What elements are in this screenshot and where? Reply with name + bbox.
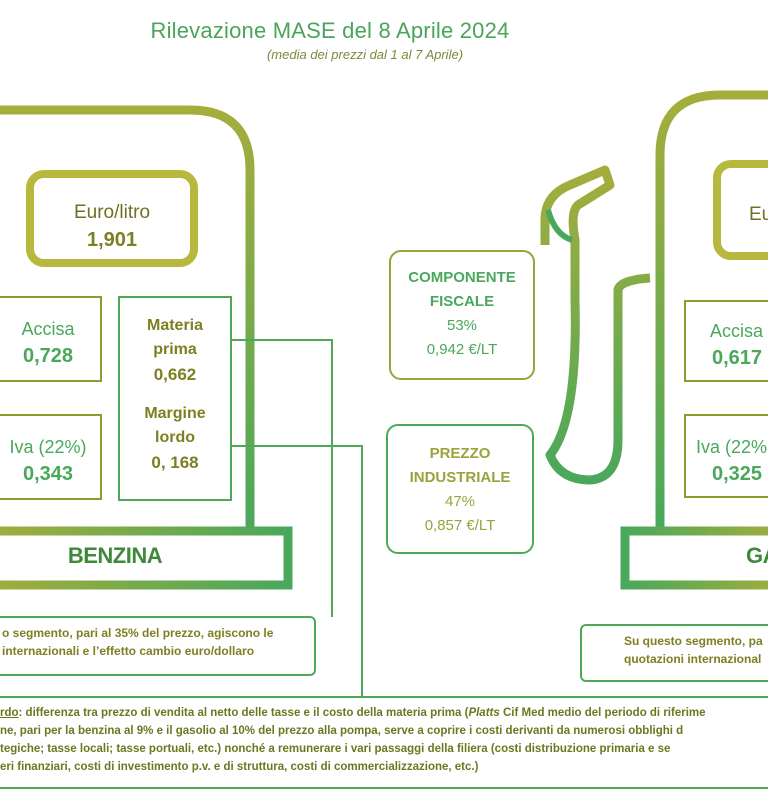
fiscale-pct: 53% <box>446 317 478 334</box>
benzina-note-line-1: o segmento, pari al 35% del prezzo, agis… <box>2 626 274 640</box>
footer-line-1: rdo: differenza tra prezzo di vendita al… <box>0 704 768 722</box>
benzina-iva-value: 0,343 <box>22 463 74 485</box>
benzina-accisa-label: Accisa <box>21 319 75 339</box>
benzina-price-label: Euro/litro <box>73 202 151 223</box>
gasolio-iva-value: 0,325 <box>712 463 763 485</box>
gasolio-accisa-box: Accisa 0,617 <box>684 300 768 382</box>
footer-line-1-end: Cif Med medio del periodo di riferime <box>499 707 706 719</box>
industriale-value: 0,857 €/LT <box>424 517 496 534</box>
benzina-label: BENZINA <box>67 543 163 568</box>
left-pump-body <box>0 105 255 530</box>
footer-line-2: ne, pari per la benzina al 9% e il gasol… <box>0 725 684 737</box>
benzina-note-line-2: internazionali e l’effetto cambio euro/d… <box>2 644 255 658</box>
gasolio-note-line-1: Su questo segmento, pa <box>624 634 763 648</box>
gasolio-price-value: 1 <box>749 228 768 256</box>
footer-term: rdo <box>0 707 19 719</box>
page-title: Rilevazione MASE del 8 Aprile 2024 <box>150 18 510 43</box>
fiscale-label-2: FISCALE <box>429 293 495 310</box>
gasolio-iva-label: Iva (22% <box>696 437 768 457</box>
benzina-margine-value: 0, 168 <box>151 453 199 472</box>
benzina-price-box: Euro/litro 1,901 <box>26 170 198 267</box>
gasolio-price-box: Eur 1 <box>713 160 768 260</box>
benzina-margine-label-1: Margine <box>144 405 206 422</box>
benzina-accisa-value: 0,728 <box>22 345 74 367</box>
page-subtitle: (media dei prezzi dal 1 al 7 Aprile) <box>266 47 464 62</box>
prezzo-industriale-box: PREZZO INDUSTRIALE 47% 0,857 €/LT <box>386 424 534 554</box>
benzina-price-value: 1,901 <box>86 229 138 251</box>
industriale-label-2: INDUSTRIALE <box>409 469 511 486</box>
gasolio-iva-box: Iva (22% 0,325 <box>684 414 768 498</box>
benzina-industrial-box: Materia prima 0,662 Margine lordo 0, 168 <box>118 296 232 501</box>
footer-line-3: tegiche; tasse locali; tasse portuali, e… <box>0 743 671 755</box>
gasolio-accisa-label: Accisa <box>710 321 764 341</box>
benzina-materia-label-2: prima <box>153 341 197 358</box>
benzina-note: o segmento, pari al 35% del prezzo, agis… <box>0 616 316 676</box>
industriale-pct: 47% <box>444 493 476 510</box>
footer-line-4: eri finanziari, costi di investimento p.… <box>0 761 479 773</box>
footer-notes: rdo: differenza tra prezzo di vendita al… <box>0 700 768 788</box>
nozzle-grip <box>545 209 574 243</box>
connector-line-2 <box>232 445 363 697</box>
footer-platts: Platts <box>468 707 500 719</box>
left-pump-base <box>0 526 293 590</box>
nozzle-hose <box>540 165 651 485</box>
componente-fiscale-box: COMPONENTE FISCALE 53% 0,942 €/LT <box>389 250 535 380</box>
gasolio-price-label: Eur <box>749 204 768 225</box>
right-pump-body <box>655 90 768 528</box>
benzina-margine-label-2: lordo <box>155 429 195 446</box>
connector-line-1 <box>232 339 333 617</box>
footer-line-1-text: : differenza tra prezzo di vendita al ne… <box>18 707 469 719</box>
gasolio-label: GA <box>746 543 768 568</box>
fiscale-value: 0,942 €/LT <box>426 341 498 358</box>
benzina-iva-box: Iva (22%) 0,343 <box>0 414 102 500</box>
benzina-iva-label: Iva (22%) <box>9 437 87 457</box>
benzina-materia-value: 0,662 <box>153 365 197 384</box>
benzina-materia-label-1: Materia <box>146 317 204 334</box>
gasolio-note: Su questo segmento, pa quotazioni intern… <box>580 624 768 682</box>
industriale-label-1: PREZZO <box>429 445 491 462</box>
gasolio-note-line-2: quotazioni internazional <box>624 652 762 666</box>
right-pump-base <box>620 526 768 590</box>
fiscale-label-1: COMPONENTE <box>408 269 516 286</box>
gasolio-accisa-value: 0,617 <box>712 347 763 369</box>
benzina-accisa-box: Accisa 0,728 <box>0 296 102 382</box>
